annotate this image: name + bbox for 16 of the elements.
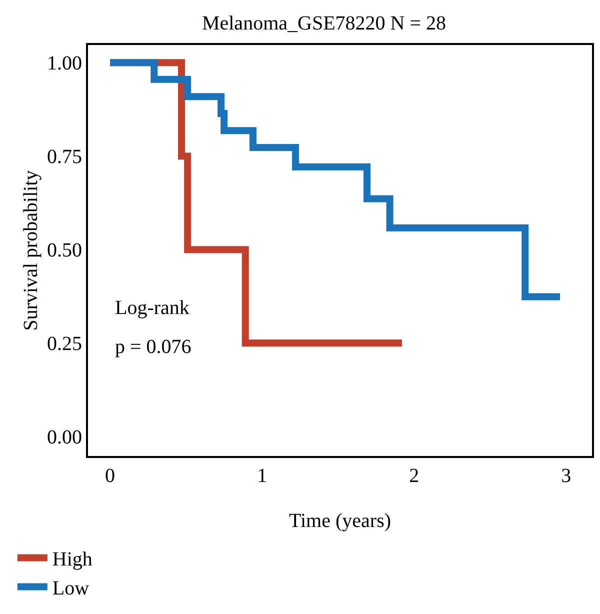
legend-label: Low [52,578,90,600]
annotation: Log-rank [115,297,190,319]
legend-label: High [52,548,92,570]
annotation: p = 0.076 [115,336,192,358]
x-tick-label: 0 [105,465,116,487]
y-tick-label: 0.50 [47,240,82,262]
x-tick-label: 3 [561,465,572,487]
x-tick-label: 2 [409,465,420,487]
y-tick-label: 0.75 [47,146,82,168]
chart-title: Melanoma_GSE78220 N = 28 [202,12,446,34]
y-tick-label: 0.00 [47,426,82,449]
x-axis-title: Time (years) [288,510,392,532]
x-tick-label: 1 [257,465,268,487]
y-tick-label: 1.00 [47,52,82,75]
y-tick-label: 0.25 [47,333,82,356]
y-axis-title: Survival probability [20,170,42,331]
